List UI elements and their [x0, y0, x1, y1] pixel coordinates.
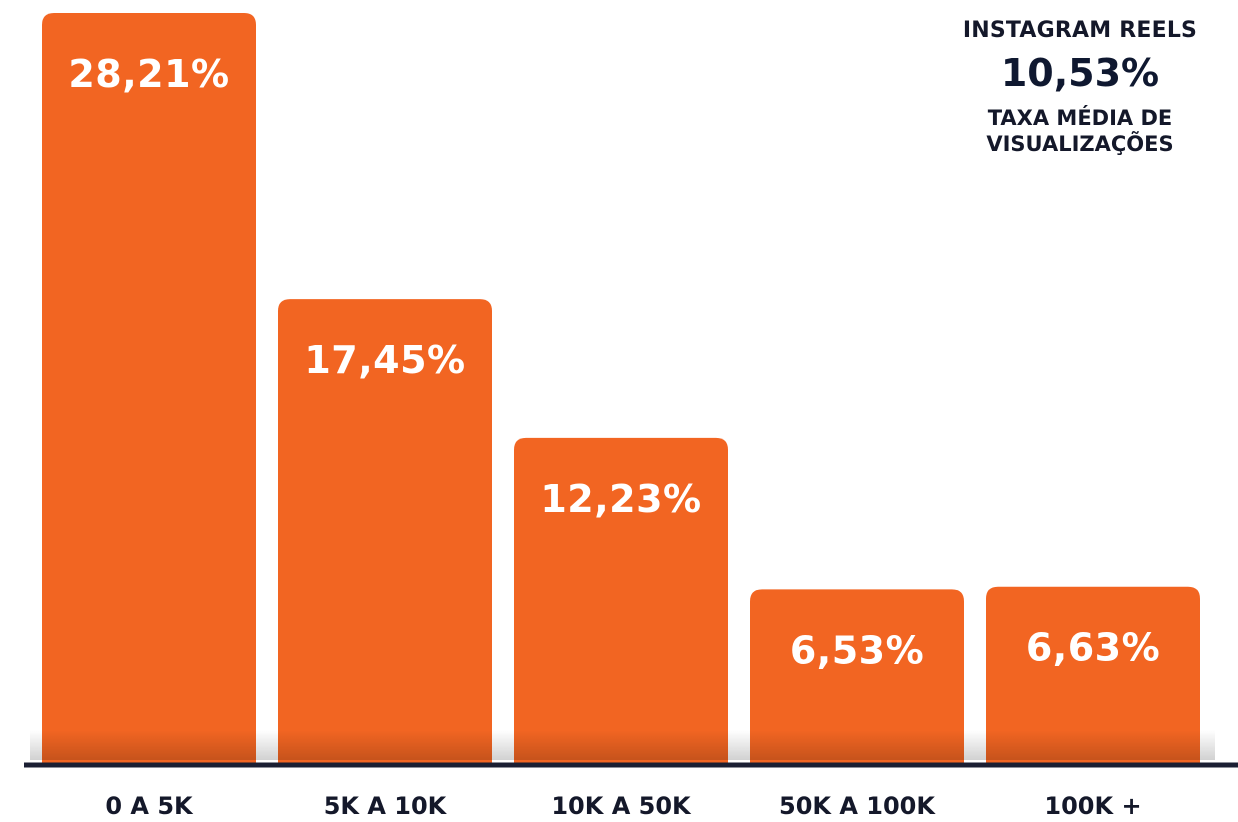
x-tick-label: 0 A 5K: [105, 792, 194, 820]
bar-4: [750, 589, 964, 763]
bar-value-label: 6,63%: [1026, 626, 1160, 670]
x-tick-label: 10K A 50K: [551, 792, 692, 820]
bar-1: [42, 13, 256, 763]
x-tick-label: 5K A 10K: [324, 792, 448, 820]
axis-shadow: [30, 730, 1215, 760]
bar-2: [278, 299, 492, 763]
x-tick-labels: 0 A 5K 5K A 10K 10K A 50K 50K A 100K 100K +: [105, 792, 1141, 820]
summary-caption-line2: VISUALIZAÇÕES: [986, 132, 1174, 156]
bar-value-label: 17,45%: [304, 338, 465, 382]
summary-panel: INSTAGRAM REELS 10,53% TAXA MÉDIA DE VIS…: [930, 18, 1230, 157]
x-tick-label: 100K +: [1044, 792, 1141, 820]
bar-value-label: 6,53%: [790, 628, 924, 672]
summary-caption-line1: TAXA MÉDIA DE: [987, 106, 1173, 130]
summary-title: INSTAGRAM REELS: [962, 18, 1198, 43]
summary-value: 10,53%: [1000, 51, 1160, 95]
bars: [42, 13, 1200, 763]
x-tick-label: 50K A 100K: [779, 792, 936, 820]
bar-value-label: 12,23%: [540, 477, 701, 521]
summary-caption: TAXA MÉDIA DE VISUALIZAÇÕES: [930, 105, 1230, 157]
bar-3: [514, 437, 728, 763]
value-labels: 28,21% 17,45% 12,23% 6,53% 6,63%: [68, 52, 1160, 672]
bar-5: [986, 586, 1200, 763]
bar-value-label: 28,21%: [68, 52, 229, 96]
